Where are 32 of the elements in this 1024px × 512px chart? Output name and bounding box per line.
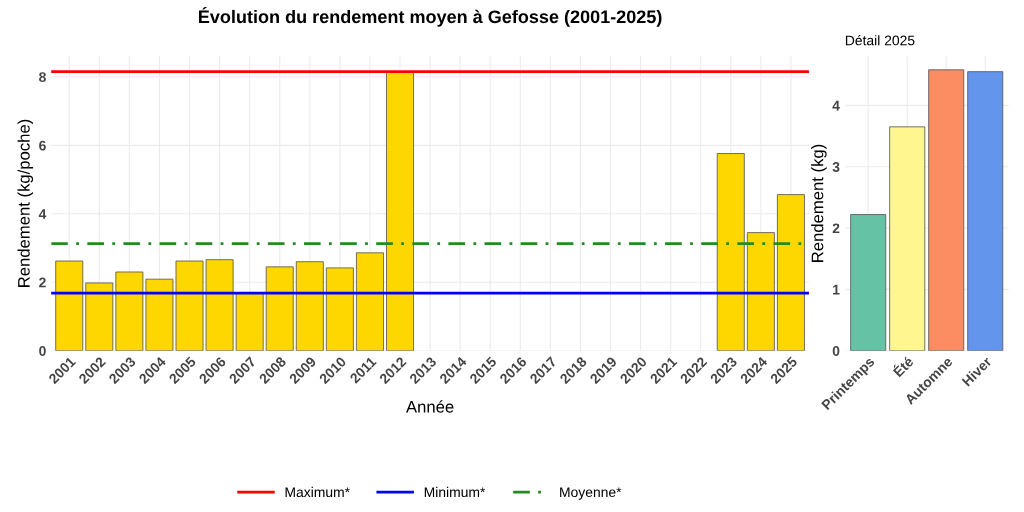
y-axis-title: Rendement (kg/poche) — [17, 119, 34, 287]
y-tick-label: 4 — [832, 100, 840, 111]
bar — [386, 71, 414, 351]
legend-label: Maximum* — [285, 486, 350, 498]
y-tick-label: 4 — [38, 209, 47, 219]
legend-label: Moyenne* — [560, 487, 622, 500]
bar — [716, 153, 745, 351]
y-tick-label: 6 — [39, 140, 46, 151]
bar — [85, 282, 114, 351]
y-tick-label: 0 — [39, 346, 46, 356]
bar — [55, 260, 84, 351]
bar — [325, 267, 354, 351]
y-tick-label: 0 — [832, 346, 840, 356]
bar — [746, 232, 775, 351]
y-tick-label: 1 — [833, 284, 840, 295]
y-axis-title: Rendement (kg) — [811, 144, 827, 262]
legend-label: Minimum* — [424, 486, 486, 498]
bar — [265, 266, 294, 351]
y-tick-label: 3 — [832, 162, 840, 172]
bar — [928, 69, 965, 351]
bar — [776, 194, 805, 351]
y-tick-label: 8 — [39, 72, 46, 83]
bar — [355, 252, 384, 351]
x-axis-title: Année — [406, 400, 454, 413]
y-tick-label: 2 — [39, 277, 46, 288]
bar — [295, 261, 324, 351]
bar — [967, 71, 1004, 351]
bar — [850, 214, 887, 351]
chart-title: Détail 2025 — [845, 34, 915, 46]
y-tick-label: 2 — [832, 223, 840, 234]
bar — [889, 126, 926, 351]
chart-title: Évolution du rendement moyen à Gefosse (2001-2025) — [199, 6, 662, 27]
